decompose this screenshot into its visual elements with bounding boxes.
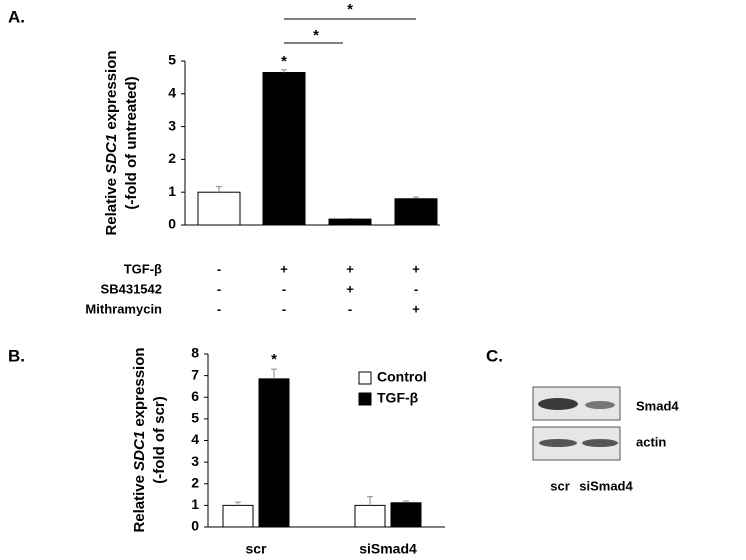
y-tick-label: 7	[191, 366, 199, 382]
y-axis-label: (-fold of scr)	[151, 396, 168, 484]
condition-sign: +	[346, 281, 354, 296]
y-tick-label: 0	[191, 518, 199, 534]
condition-label: SB431542	[101, 281, 162, 296]
bar	[390, 502, 422, 528]
condition-sign: -	[282, 281, 286, 296]
panel-label: A.	[8, 7, 25, 26]
panel-label: B.	[8, 346, 25, 365]
y-tick-label: 3	[191, 453, 199, 469]
y-tick-label: 2	[168, 150, 176, 166]
condition-sign: -	[414, 281, 418, 296]
blot-lane-label: siSmad4	[579, 478, 633, 493]
legend-label: Control	[377, 369, 427, 385]
condition-sign: +	[346, 261, 354, 276]
y-tick-label: 2	[191, 474, 199, 490]
bar	[222, 504, 254, 528]
condition-sign: -	[217, 281, 221, 296]
condition-sign: +	[412, 301, 420, 316]
significance-star: *	[347, 1, 353, 18]
panel-label: C.	[486, 346, 503, 365]
y-tick-label: 4	[191, 431, 199, 447]
blot-image	[532, 386, 621, 461]
condition-sign: -	[217, 301, 221, 316]
x-tick-label: scr	[245, 541, 267, 557]
y-axis-label: Relative SDC1 expression	[131, 347, 148, 532]
condition-label: TGF-β	[124, 261, 162, 276]
bar	[258, 378, 290, 528]
significance-star: *	[313, 27, 319, 44]
blot-lane-label: scr	[550, 478, 570, 493]
y-axis-label: Relative SDC1 expression	[103, 50, 120, 235]
condition-sign: +	[280, 261, 288, 276]
y-tick-label: 3	[168, 117, 176, 133]
legend-label: TGF-β	[377, 390, 419, 406]
condition-sign: -	[348, 301, 352, 316]
legend-swatch	[358, 392, 372, 406]
bar	[394, 198, 438, 226]
y-tick-label: 0	[168, 216, 176, 232]
blot-row-label: Smad4	[636, 398, 679, 413]
y-tick-label: 4	[168, 85, 176, 101]
bar	[354, 504, 386, 528]
x-tick-label: siSmad4	[359, 541, 417, 557]
y-axis-label: (-fold of untreated)	[123, 76, 140, 209]
y-tick-label: 5	[168, 52, 176, 68]
y-tick-label: 1	[168, 183, 176, 199]
condition-sign: +	[412, 261, 420, 276]
significance-star: *	[281, 53, 287, 70]
y-tick-label: 6	[191, 388, 199, 404]
bar	[328, 218, 372, 226]
condition-sign: -	[282, 301, 286, 316]
y-tick-label: 5	[191, 410, 199, 426]
condition-sign: -	[217, 261, 221, 276]
y-tick-label: 1	[191, 496, 199, 512]
condition-label: Mithramycin	[85, 301, 162, 316]
significance-star: *	[271, 351, 277, 368]
bar	[262, 71, 306, 226]
legend-swatch	[358, 371, 372, 385]
bar	[197, 191, 241, 226]
blot-row-label: actin	[636, 434, 666, 449]
y-tick-label: 8	[191, 345, 199, 361]
